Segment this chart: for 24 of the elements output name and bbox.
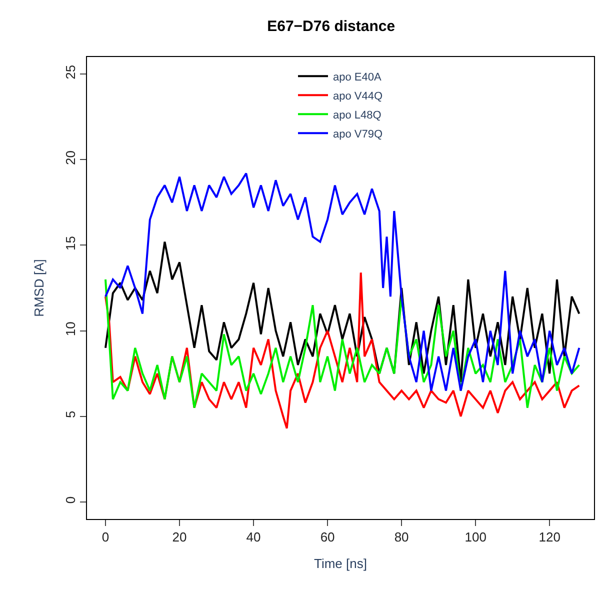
line-series: [104, 278, 580, 409]
y-tick-label: 25: [62, 64, 78, 80]
y-tick-label: 0: [62, 496, 78, 504]
legend-label: apo V79Q: [333, 128, 383, 140]
y-axis-title: RMSD [A]: [32, 259, 47, 317]
line-series: [104, 272, 580, 430]
line-series: [104, 172, 580, 392]
x-axis-title: Time [ns]: [314, 556, 367, 572]
x-tick-label: 80: [394, 530, 409, 545]
line-series: [104, 240, 580, 384]
y-tick-label: 5: [62, 410, 78, 418]
y-tick-label: 10: [62, 322, 78, 336]
legend-label: apo L48Q: [333, 109, 382, 122]
x-tick-label: 20: [172, 530, 187, 545]
x-tick-label: 40: [246, 530, 261, 545]
y-tick-label: 15: [62, 236, 78, 251]
x-tick-label: 100: [464, 530, 486, 545]
legend-label: apo E40A: [333, 71, 382, 84]
x-tick-label: 120: [538, 530, 560, 545]
x-tick-label: 0: [102, 530, 110, 545]
x-tick-label: 60: [320, 530, 335, 545]
y-tick-label: 20: [62, 150, 78, 165]
legend-label: apo V44Q: [333, 90, 383, 102]
chart-title: E67−D76 distance: [267, 18, 396, 36]
